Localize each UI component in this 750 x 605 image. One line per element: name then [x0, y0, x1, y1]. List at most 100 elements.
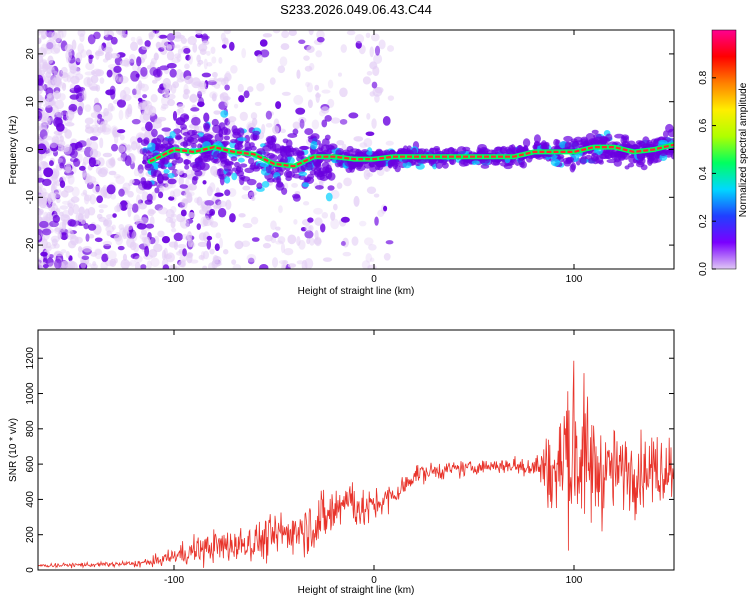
spectrogram-blob — [116, 99, 127, 108]
spectrogram-blob — [188, 183, 197, 191]
spectrogram-blob — [90, 112, 98, 118]
spectrogram-blob — [204, 199, 215, 206]
spectrogram-blob — [186, 185, 193, 191]
spectrogram-blob — [224, 189, 231, 197]
spectrogram-blob — [246, 253, 257, 263]
spectrogram-blob — [88, 55, 93, 64]
spectrogram-blob — [131, 118, 141, 125]
spectrogram-blob — [142, 94, 148, 99]
spectrogram-blob — [105, 260, 115, 267]
spectrogram-blob — [224, 176, 231, 184]
spectrogram-blob — [56, 122, 65, 132]
spectrogram-blob — [217, 207, 227, 218]
spectrogram-blob — [366, 150, 373, 156]
spectrogram-blob — [84, 117, 94, 125]
spectrogram-blob — [173, 188, 182, 197]
spectrogram-blob — [231, 167, 238, 172]
spectrogram-blob — [88, 234, 95, 239]
spectrogram-blob — [38, 30, 45, 34]
spectrogram-blob — [620, 136, 628, 145]
snr-y-tick-label: 800 — [25, 420, 36, 437]
spectrogram-blob — [83, 194, 90, 205]
spectrogram-blob — [314, 84, 320, 91]
spectrogram-blob — [177, 103, 186, 109]
spectrogram-blob — [96, 213, 103, 220]
spectrogram-blob — [646, 139, 653, 146]
spectrogram-blob — [306, 45, 315, 54]
spectrogram-blob — [383, 252, 391, 261]
spectrogram-blob — [492, 160, 501, 166]
spectrogram-blob — [314, 217, 323, 226]
spectrogram-blob — [51, 77, 62, 86]
spectrogram-blob — [640, 164, 648, 171]
spectrogram-blob — [150, 30, 156, 38]
spectrogram-blob — [330, 117, 341, 124]
spectrogram-blob — [169, 130, 176, 139]
spectrogram-blob — [168, 196, 175, 201]
snr-x-tick-label: -100 — [164, 575, 184, 586]
spectrogram-blob — [150, 93, 158, 103]
spectrogram-blob — [269, 77, 276, 85]
spectrogram-blob — [128, 53, 136, 63]
spectrogram-blob — [373, 53, 383, 64]
snr-y-tick-label: 1000 — [25, 382, 36, 405]
spectrogram-blob — [55, 109, 64, 118]
spectrogram-blob — [337, 72, 342, 77]
spectrogram-blob — [191, 116, 201, 126]
spectrogram-blob — [103, 30, 109, 38]
spectrogram-blob — [375, 148, 383, 154]
spectrogram-blob — [84, 194, 92, 202]
spectrogram-blob — [210, 221, 219, 228]
spectrogram-blob — [41, 197, 48, 206]
spectrogram-blob — [263, 151, 270, 156]
spectrogram-blob — [248, 142, 255, 148]
spectrogram-blob — [57, 30, 62, 33]
spectrogram-blob — [287, 234, 297, 245]
spectrogram-y-tick-label: 10 — [25, 96, 36, 108]
spectrogram-blob — [63, 185, 74, 193]
spectrogram-blob — [111, 224, 116, 230]
spectrogram-blob — [127, 207, 132, 218]
spectrogram-blob — [251, 237, 260, 242]
spectrogram-blob — [76, 147, 86, 153]
spectrogram-blob — [371, 118, 377, 129]
spectrogram-blob — [72, 204, 80, 215]
spectrogram-blob — [563, 135, 573, 142]
spectrogram-blob — [43, 135, 53, 141]
spectrogram-blob — [313, 166, 322, 176]
spectrogram-blob — [52, 214, 60, 223]
spectrogram-blob — [101, 127, 112, 135]
spectrogram-blob — [292, 121, 301, 130]
spectrogram-blob — [94, 237, 103, 243]
spectrogram-blob — [321, 212, 329, 219]
spectrogram-blob — [41, 64, 49, 72]
spectrogram-blob — [182, 248, 187, 257]
spectrogram-blob — [140, 139, 149, 147]
snr-x-tick-label: 100 — [566, 575, 583, 586]
spectrogram-blob — [304, 230, 314, 239]
spectrogram-blob — [387, 95, 395, 101]
spectrogram-blob — [98, 208, 104, 214]
spectrogram-blob — [238, 174, 246, 180]
spectrogram-blob — [156, 66, 161, 77]
spectrogram-blob — [87, 223, 97, 231]
spectrogram-blob — [223, 128, 231, 136]
spectrogram-blob — [166, 43, 173, 52]
spectrogram-blob — [309, 62, 315, 71]
spectrogram-blob — [201, 40, 210, 46]
spectrogram-blob — [187, 36, 197, 46]
spectrogram-blob — [340, 216, 350, 223]
spectrogram-blob — [185, 234, 190, 241]
spectrogram-blob — [275, 101, 282, 109]
spectrogram-blob — [103, 188, 108, 199]
spectrogram-blob — [146, 193, 153, 203]
spectrogram-blob — [115, 175, 125, 185]
spectrogram-blob — [370, 33, 380, 42]
spectrogram-blob — [137, 80, 143, 91]
spectrogram-blob — [383, 205, 388, 212]
spectrogram-blob — [211, 93, 217, 102]
spectrogram-blob — [141, 45, 150, 51]
spectrogram-blob — [298, 39, 306, 45]
spectrogram-blob — [250, 112, 258, 120]
spectrogram-x-ticks: -100 0 100 — [164, 30, 583, 285]
